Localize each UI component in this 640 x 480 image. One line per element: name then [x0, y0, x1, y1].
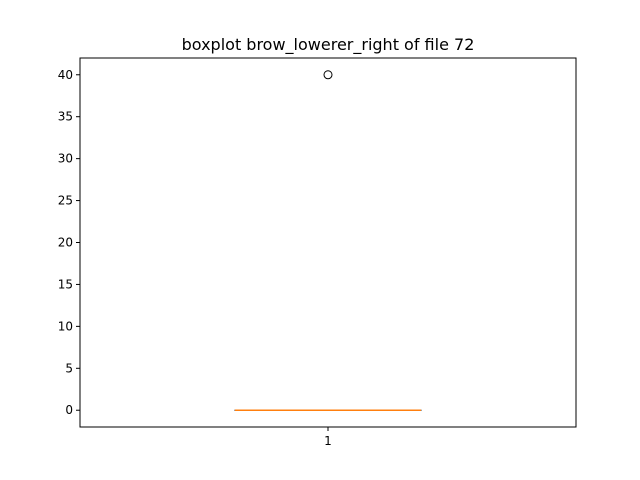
outlier-point — [323, 70, 333, 80]
y-tick-label: 5 — [65, 361, 73, 375]
y-tick-label: 0 — [65, 403, 73, 417]
x-tick-label: 1 — [324, 434, 332, 448]
y-tick-label: 10 — [58, 319, 73, 333]
chart-title: boxplot brow_lowerer_right of file 72 — [182, 35, 475, 55]
box-series — [234, 70, 422, 411]
y-axis: 0 5 10 15 20 25 30 35 40 — [58, 68, 80, 417]
y-tick-label: 30 — [58, 152, 73, 166]
y-tick-label: 35 — [58, 110, 73, 124]
y-tick-label: 25 — [58, 194, 73, 208]
y-tick-label: 40 — [58, 68, 73, 82]
y-tick-label: 15 — [58, 277, 73, 291]
plot-area-frame — [79, 57, 577, 428]
y-tick-label: 20 — [58, 236, 73, 250]
x-axis: 1 — [324, 427, 332, 448]
